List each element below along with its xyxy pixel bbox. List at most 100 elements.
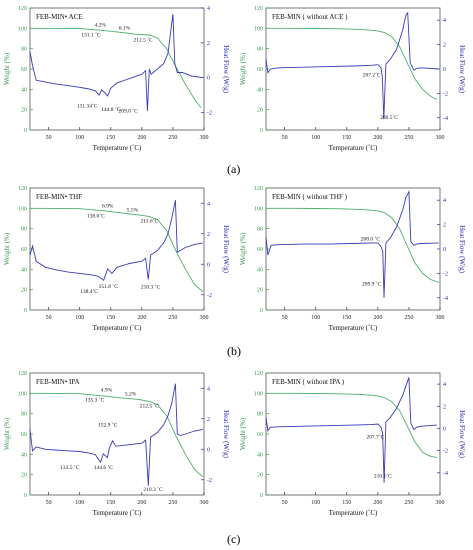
y-left-tick-label: 40 bbox=[21, 267, 27, 273]
y-left-tick-label: 60 bbox=[21, 432, 27, 438]
annotation-label: 212.5 ˚C bbox=[133, 37, 153, 44]
annotation-label: 207.2˚C bbox=[363, 71, 381, 78]
chart-title: FEB-MIN ( without IPA ) bbox=[272, 378, 345, 386]
y-right-tick-label: 4 bbox=[443, 18, 446, 24]
y-right-tick-label: 2 bbox=[443, 43, 446, 49]
annotation-label: 6.1% bbox=[119, 25, 131, 31]
annotation-label: 144.8 ˚C bbox=[101, 106, 121, 113]
x-tick-label: 100 bbox=[311, 315, 320, 321]
annotation-label: 210.1˚C bbox=[374, 472, 392, 479]
x-tick-label: 150 bbox=[106, 135, 115, 141]
x-tick-label: 300 bbox=[200, 135, 209, 141]
y-left-tick-label: 80 bbox=[21, 227, 27, 233]
y-left-tick-label: 80 bbox=[257, 412, 263, 418]
x-tick-label: 150 bbox=[106, 315, 115, 321]
annotation-label: 210.3 ˚C bbox=[141, 284, 161, 291]
y-left-tick-label: 0 bbox=[260, 128, 263, 134]
y-right-axis-label: Heat Flow (W/g) bbox=[222, 225, 230, 273]
heat-flow-series-line bbox=[29, 200, 203, 282]
heat-flow-series-line bbox=[265, 11, 439, 120]
y-left-tick-label: 20 bbox=[257, 473, 263, 479]
x-tick-label: 200 bbox=[373, 500, 382, 506]
annotation-label: 131.1 ˚C bbox=[81, 31, 101, 38]
x-tick-label: 50 bbox=[282, 315, 288, 321]
weight-series-line bbox=[266, 207, 439, 283]
y-right-axis-label: Heat Flow (W/g) bbox=[222, 45, 230, 93]
x-tick-label: 100 bbox=[311, 500, 320, 506]
y-left-tick-label: 0 bbox=[260, 493, 263, 499]
x-tick-label: 100 bbox=[75, 500, 84, 506]
y-left-tick-label: 100 bbox=[254, 26, 263, 32]
x-tick-label: 200 bbox=[373, 315, 382, 321]
x-tick-label: 250 bbox=[404, 315, 413, 321]
annotation-label: 4.2% bbox=[94, 22, 106, 28]
panel-label-c: (c) bbox=[227, 532, 241, 546]
y-right-tick-label: 0 bbox=[443, 247, 446, 253]
x-tick-label: 200 bbox=[373, 135, 382, 141]
x-tick-label: 250 bbox=[168, 135, 177, 141]
y-left-tick-label: 20 bbox=[257, 108, 263, 114]
y-left-axis-label: Weight (%) bbox=[239, 232, 247, 265]
annotation-label: 208.0 ˚C bbox=[361, 235, 381, 242]
heat-flow-series-line bbox=[265, 189, 439, 298]
x-tick-label: 300 bbox=[200, 315, 209, 321]
x-tick-label: 100 bbox=[75, 135, 84, 141]
y-right-tick-label: -2 bbox=[443, 91, 448, 97]
plot-frame bbox=[265, 7, 441, 131]
chart-title: FEB-MIN• ACE bbox=[36, 13, 83, 21]
x-tick-label: 50 bbox=[46, 315, 52, 321]
weight-series-line bbox=[266, 392, 437, 458]
y-right-tick-label: -2 bbox=[207, 111, 212, 117]
y-left-tick-label: 40 bbox=[257, 452, 263, 458]
annotation-label: 133.5 ˚C bbox=[60, 464, 80, 471]
y-right-tick-label: -2 bbox=[207, 478, 212, 484]
y-left-tick-label: 100 bbox=[254, 391, 263, 397]
annotation-label: 207.7˚C bbox=[366, 433, 384, 440]
y-left-tick-label: 80 bbox=[257, 227, 263, 233]
y-right-axis-label: Heat Flow (W/g) bbox=[222, 410, 230, 458]
y-right-axis-label: Heat Flow (W/g) bbox=[458, 410, 466, 458]
y-left-tick-label: 120 bbox=[254, 6, 263, 12]
x-tick-label: 150 bbox=[342, 500, 351, 506]
y-left-tick-label: 0 bbox=[260, 308, 263, 314]
y-left-tick-label: 20 bbox=[21, 288, 27, 294]
annotation-label: 152.9 ˚C bbox=[98, 421, 118, 428]
y-right-tick-label: -4 bbox=[443, 296, 448, 302]
annotation-label: 212.5 ˚C bbox=[140, 403, 160, 410]
y-left-tick-label: 20 bbox=[21, 473, 27, 479]
y-left-tick-label: 120 bbox=[18, 6, 27, 12]
annotation-label: 5.2% bbox=[125, 391, 137, 397]
x-axis-label: Temperature (˚C) bbox=[329, 324, 378, 332]
plot-frame bbox=[265, 187, 441, 311]
y-right-tick-label: -4 bbox=[443, 116, 448, 122]
y-left-tick-label: 100 bbox=[18, 26, 27, 32]
y-left-tick-label: 120 bbox=[18, 186, 27, 192]
weight-series-line bbox=[266, 27, 438, 100]
y-left-tick-label: 100 bbox=[18, 391, 27, 397]
x-tick-label: 250 bbox=[404, 135, 413, 141]
y-left-axis-label: Weight (%) bbox=[239, 417, 247, 450]
y-left-tick-label: 0 bbox=[24, 493, 27, 499]
annotation-label: 5.5% bbox=[127, 207, 139, 213]
annotation-label: 138.6˚C bbox=[87, 212, 105, 219]
y-right-tick-label: -2 bbox=[443, 449, 448, 455]
chart-title: FEB-MIN• IPA bbox=[36, 378, 80, 386]
annotation-label: 211.6˚C bbox=[140, 218, 158, 225]
panel-label-b: (b) bbox=[227, 344, 241, 358]
x-tick-label: 50 bbox=[46, 135, 52, 141]
x-tick-label: 250 bbox=[404, 500, 413, 506]
y-left-tick-label: 60 bbox=[21, 67, 27, 73]
y-left-axis-label: Weight (%) bbox=[3, 52, 11, 85]
annotation-label: 209.9 ˚C bbox=[362, 281, 382, 288]
x-tick-label: 150 bbox=[342, 315, 351, 321]
y-right-tick-label: 2 bbox=[207, 41, 210, 47]
y-left-tick-label: 120 bbox=[18, 371, 27, 377]
heat-flow-series-line bbox=[29, 383, 203, 486]
plot-frame bbox=[265, 372, 441, 496]
annotation-label: 131.34˚C bbox=[77, 102, 98, 109]
chart-title: FEB-MIN ( without ACE ) bbox=[272, 13, 348, 21]
annotation-label: 144.6 ˚C bbox=[94, 464, 114, 471]
